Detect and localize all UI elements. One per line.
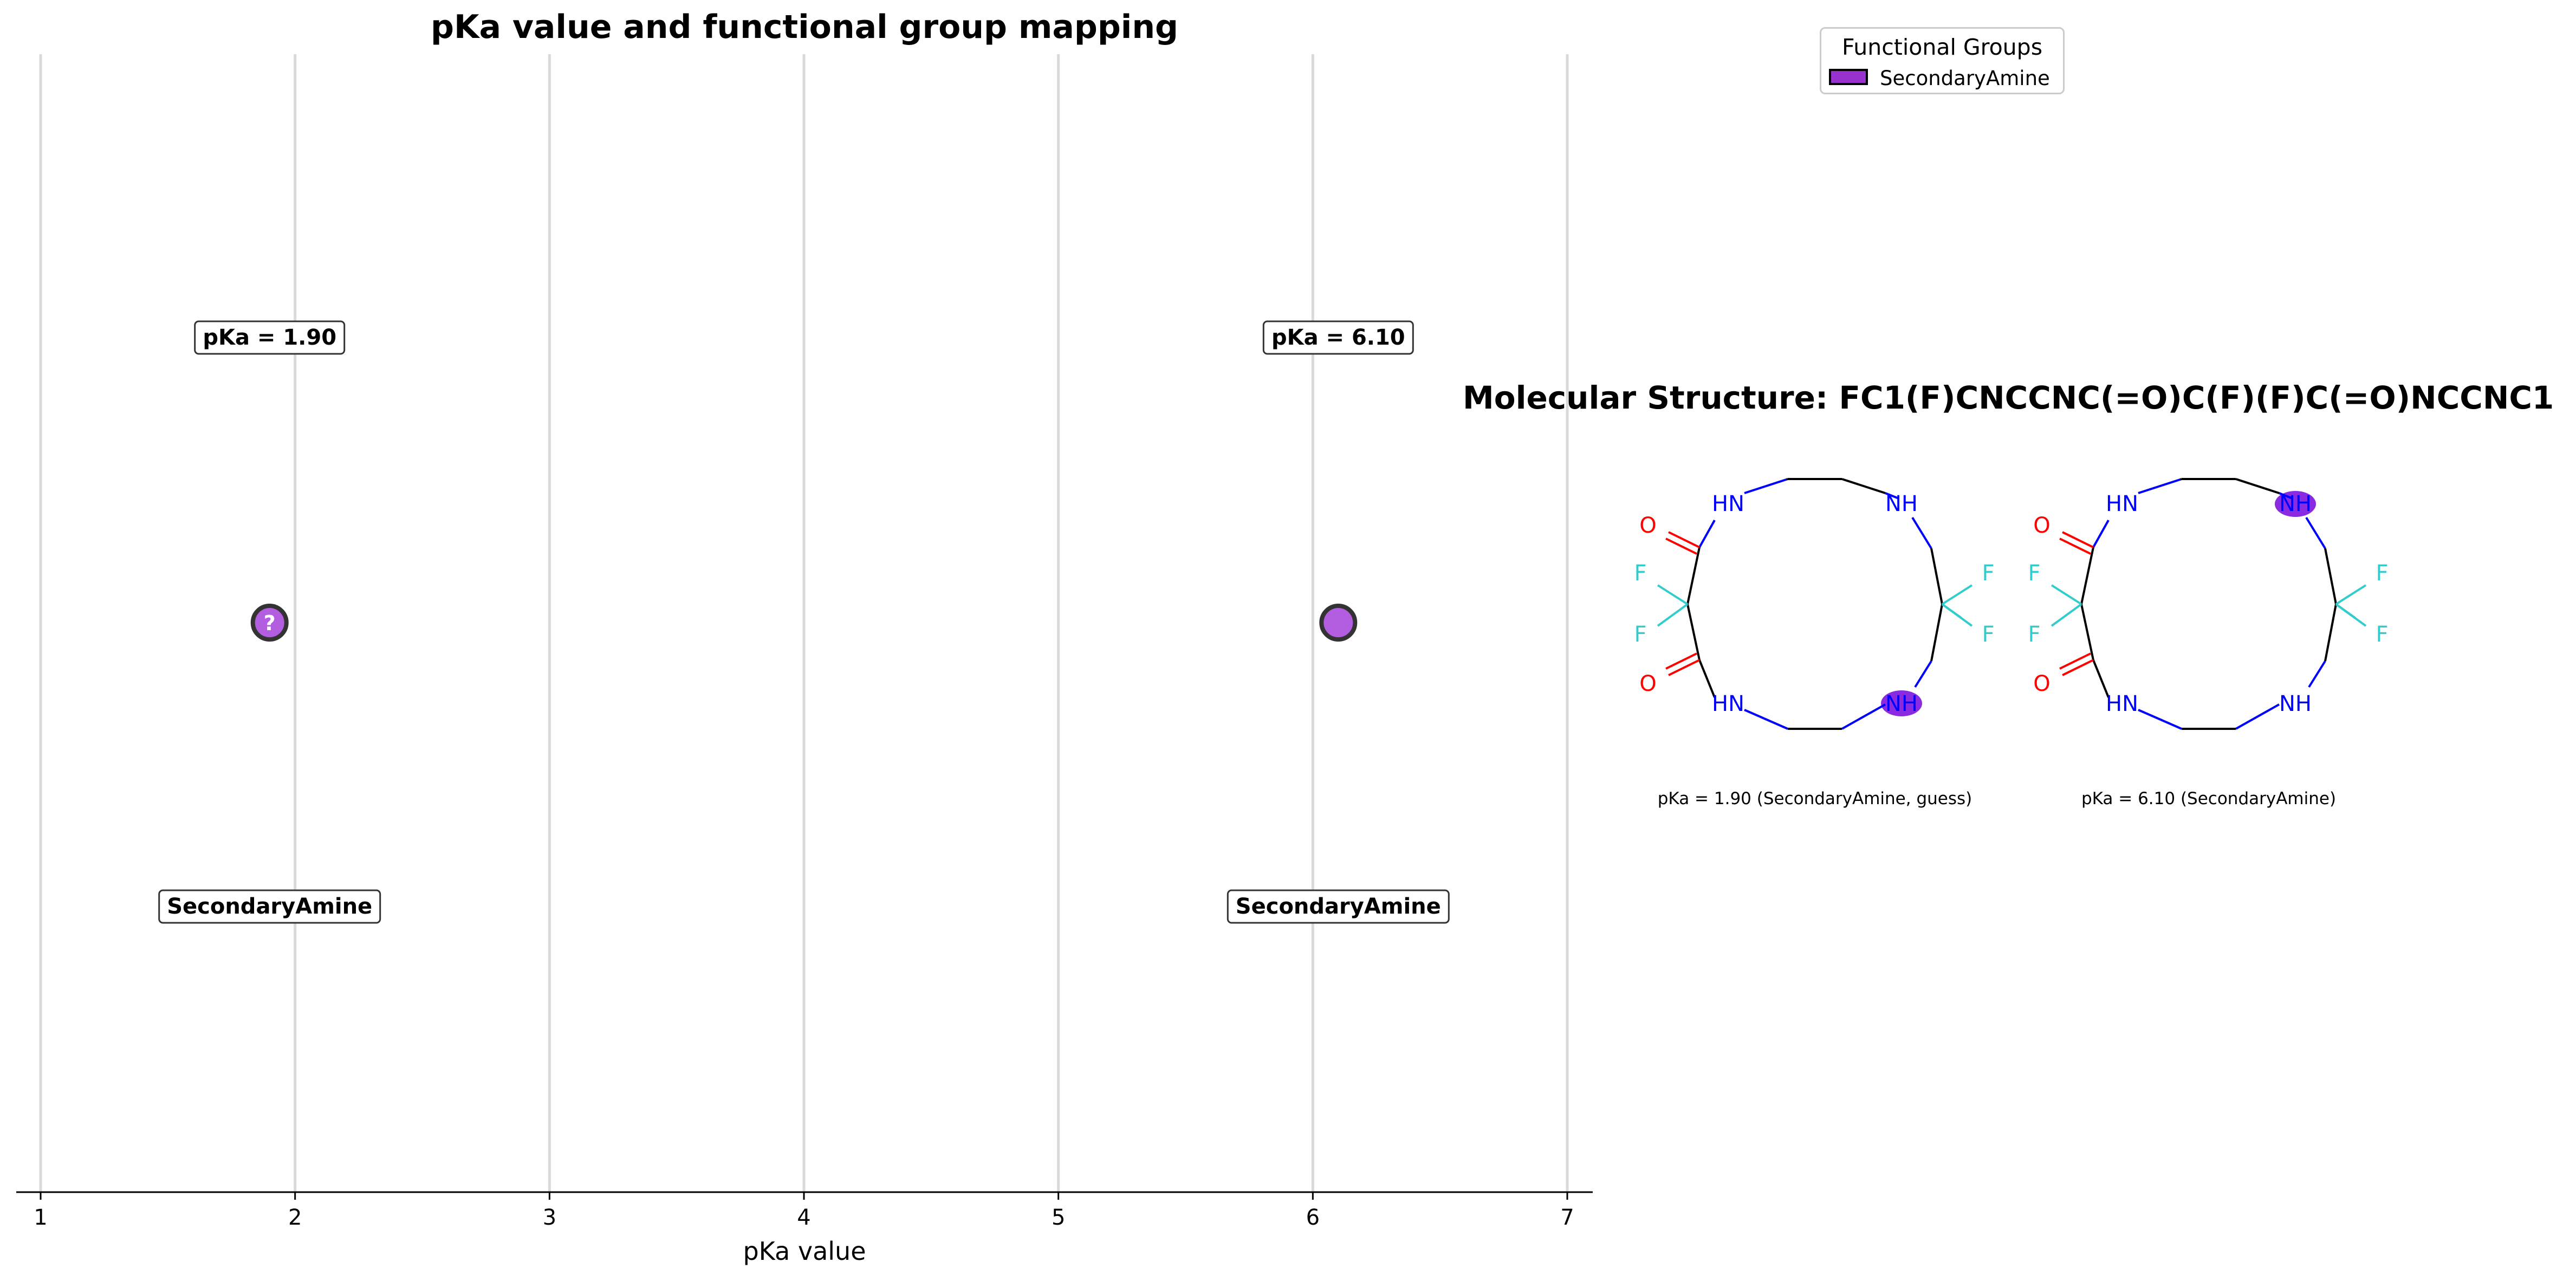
group-label-text: SecondaryAmine	[1236, 894, 1441, 919]
point-marker	[250, 604, 289, 642]
molecule-title: Molecular Structure: FC1(F)CNCCNC(=O)C(F…	[1463, 379, 2554, 416]
atom-o: O	[2033, 513, 2050, 538]
legend-title: Functional Groups	[1841, 34, 2043, 60]
x-tick-label-4: 4	[797, 1205, 810, 1230]
group-label-1: SecondaryAmine	[158, 889, 381, 924]
data-points: pKa = 1.90? SecondaryAmine pKa = 6.10 Secon…	[158, 320, 1450, 924]
group-label-box	[1227, 889, 1450, 924]
molecule-caption-1: pKa = 1.90 (SecondaryAmine, guess)	[1657, 789, 1972, 808]
atom-o: O	[2033, 671, 2050, 696]
atom-f: F	[2376, 622, 2388, 647]
atom-hn: HN	[1712, 491, 1744, 516]
atom-hn: HN	[1712, 691, 1744, 716]
x-tick-label-5: 5	[1052, 1205, 1065, 1230]
atom-hn: HN	[2106, 491, 2138, 516]
atom-nh: NH	[1885, 691, 1918, 716]
point-marker	[1319, 604, 1358, 642]
x-tick-label-6: 6	[1306, 1205, 1320, 1230]
atom-f: F	[1634, 622, 1646, 647]
group-label-text: SecondaryAmine	[167, 894, 372, 919]
atom-f: F	[1634, 561, 1646, 586]
molecule-caption-2: pKa = 6.10 (SecondaryAmine)	[2081, 789, 2337, 808]
atom-f: F	[1982, 622, 1994, 647]
legend-swatch-secondary-amine	[1829, 69, 1868, 85]
atom-o: O	[1639, 671, 1656, 696]
atom-hn: HN	[2106, 691, 2138, 716]
atom-nh: NH	[2279, 691, 2312, 716]
legend-label-secondary-amine: SecondaryAmine	[1880, 67, 2050, 90]
x-tick-label-3: 3	[543, 1205, 556, 1230]
pka-label-text: pKa = 1.90	[203, 325, 336, 350]
pka-label-box	[194, 320, 346, 355]
pka-label-text: pKa = 6.10	[1271, 325, 1405, 350]
x-axis-label: pKa value	[743, 1237, 866, 1266]
atom-nh: NH	[1885, 491, 1918, 516]
atom-f: F	[2376, 561, 2388, 586]
point-marker-text: ?	[264, 611, 276, 635]
grid-lines	[39, 54, 1569, 1192]
pka-label-1: pKa = 1.90	[194, 320, 346, 355]
legend: Functional Groups SecondaryAmine	[1820, 27, 2065, 94]
atom-nh: NH	[2279, 491, 2312, 516]
data-point-1: ?	[250, 604, 289, 642]
highlight-ellipse	[2275, 491, 2316, 517]
data-point-2	[1319, 604, 1358, 642]
x-tick-label-2: 2	[288, 1205, 302, 1230]
atom-f: F	[2028, 561, 2040, 586]
chart-title: pKa value and functional group mapping	[431, 8, 1178, 46]
atom-f: F	[2028, 622, 2040, 647]
x-axis-ticks: 1 2 3 4 5 6 7	[34, 1192, 1574, 1230]
highlight-ellipse	[1881, 690, 1922, 716]
group-label-box	[158, 889, 381, 924]
x-tick-label-1: 1	[34, 1205, 47, 1230]
atom-f: F	[1982, 561, 1994, 586]
group-label-2: SecondaryAmine	[1227, 889, 1450, 924]
pka-label-box	[1262, 320, 1414, 355]
pka-label-2: pKa = 6.10	[1262, 320, 1414, 355]
atom-o: O	[1639, 513, 1656, 538]
x-tick-label-7: 7	[1560, 1205, 1574, 1230]
